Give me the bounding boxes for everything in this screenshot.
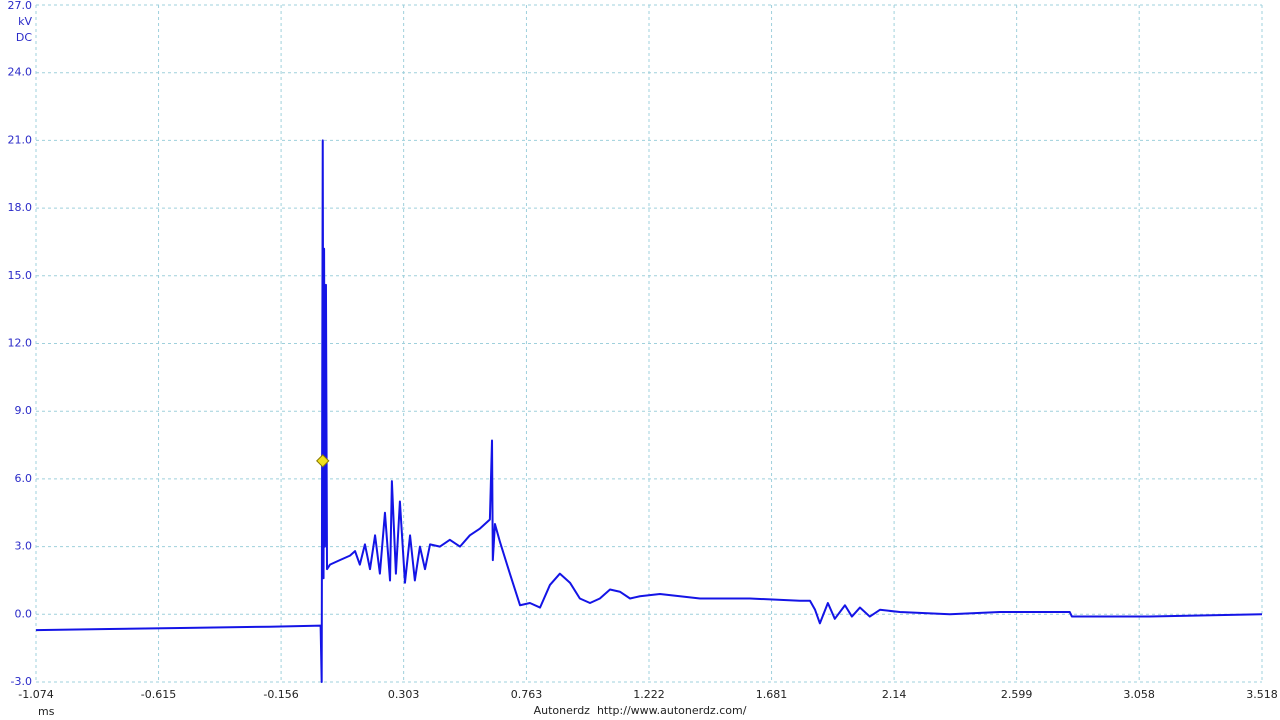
waveform <box>35 139 1263 683</box>
coupling: DC <box>16 31 32 44</box>
y-tick-label: 9.0 <box>15 404 33 417</box>
x-tick-label: 2.599 <box>1001 688 1033 701</box>
x-tick-label: 3.058 <box>1123 688 1155 701</box>
y-tick-label: 15.0 <box>8 269 33 282</box>
y-tick-label: 21.0 <box>8 133 33 146</box>
x-unit: ms <box>38 705 55 718</box>
x-tick-label: 3.518 <box>1246 688 1278 701</box>
x-tick-label: 1.681 <box>756 688 788 701</box>
y-tick-label: 18.0 <box>8 201 33 214</box>
y-tick-label: 12.0 <box>8 337 33 350</box>
x-tick-label: -1.074 <box>18 688 53 701</box>
footer: Autonerdz http://www.autonerdz.com/ <box>534 704 747 717</box>
trigger-marker <box>316 454 330 468</box>
x-tick-label: -0.615 <box>141 688 176 701</box>
x-tick-label: 2.14 <box>882 688 907 701</box>
x-tick-label: 0.303 <box>388 688 420 701</box>
x-tick-label: 1.222 <box>633 688 665 701</box>
y-tick-label: 24.0 <box>8 66 33 79</box>
y-tick-label: 0.0 <box>15 607 33 620</box>
x-tick-label: 0.763 <box>511 688 543 701</box>
y-tick-label: 3.0 <box>15 540 33 553</box>
y-tick-label: 27.0 <box>8 0 33 12</box>
y-unit: kV <box>18 15 32 28</box>
y-tick-label: 6.0 <box>15 472 33 485</box>
x-tick-label: -0.156 <box>263 688 298 701</box>
y-tick-label: -3.0 <box>11 675 32 688</box>
